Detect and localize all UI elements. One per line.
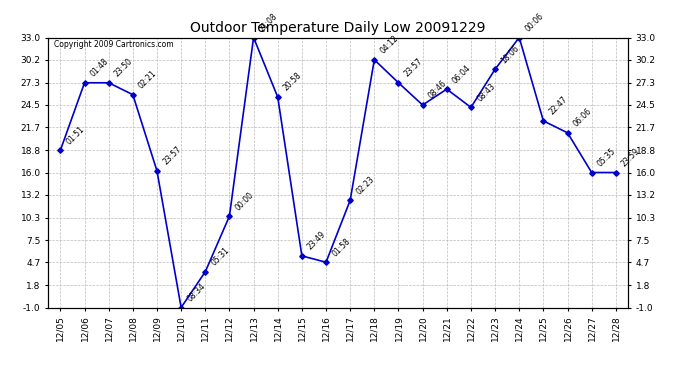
Text: 20:58: 20:58: [282, 71, 304, 93]
Text: 23:57: 23:57: [403, 57, 424, 79]
Text: 22:47: 22:47: [548, 95, 569, 117]
Text: 05:35: 05:35: [596, 146, 618, 168]
Text: 06:04: 06:04: [451, 63, 473, 85]
Text: 23:59: 23:59: [620, 147, 642, 168]
Text: 04:12: 04:12: [379, 34, 400, 56]
Text: 05:31: 05:31: [210, 246, 231, 268]
Text: 23:57: 23:57: [161, 145, 183, 167]
Text: 18:06: 18:06: [500, 44, 521, 65]
Text: 01:48: 01:48: [89, 57, 110, 79]
Text: Copyright 2009 Cartronics.com: Copyright 2009 Cartronics.com: [54, 40, 174, 49]
Text: 00:06: 00:06: [524, 11, 545, 33]
Text: 23:49: 23:49: [306, 230, 328, 252]
Text: 02:21: 02:21: [137, 69, 159, 90]
Text: 01:58: 01:58: [331, 236, 352, 258]
Text: 21:08: 21:08: [258, 12, 279, 33]
Text: 00:00: 00:00: [234, 190, 255, 212]
Text: 06:06: 06:06: [572, 107, 593, 129]
Text: 08:43: 08:43: [475, 81, 497, 103]
Text: 08:46: 08:46: [427, 79, 449, 101]
Text: 02:23: 02:23: [355, 174, 376, 196]
Text: 01:51: 01:51: [65, 124, 86, 146]
Text: 23:50: 23:50: [113, 57, 135, 79]
Title: Outdoor Temperature Daily Low 20091229: Outdoor Temperature Daily Low 20091229: [190, 21, 486, 35]
Text: 08:34: 08:34: [186, 282, 207, 303]
